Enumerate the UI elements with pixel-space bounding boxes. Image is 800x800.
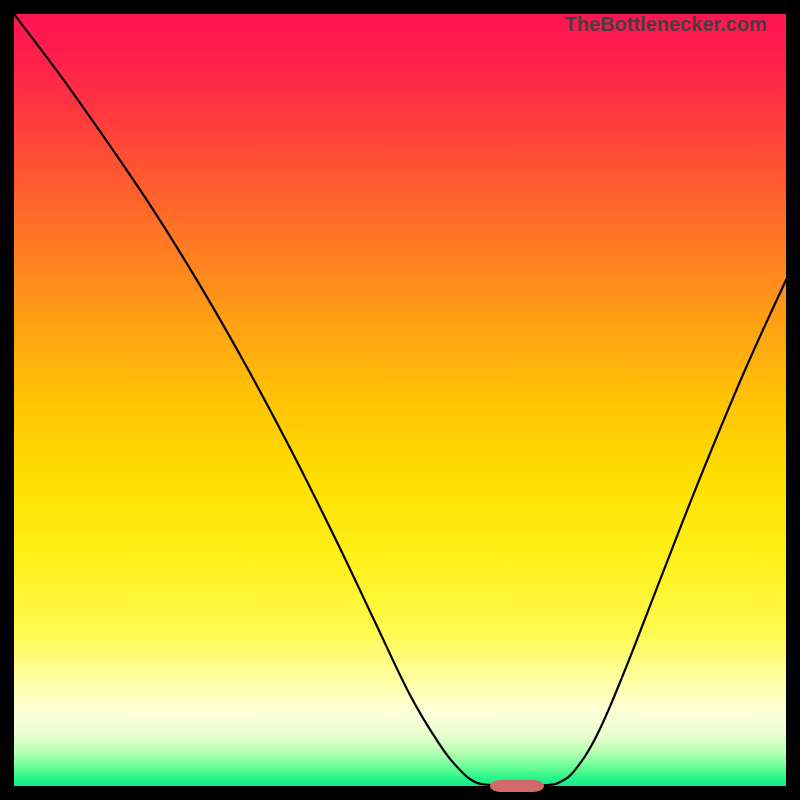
bottleneck-curve [14,14,786,786]
watermark-text: TheBottlenecker.com [565,14,767,37]
chart-frame: TheBottlenecker.com [0,0,800,800]
curve-layer [0,0,800,800]
min-marker [490,780,544,792]
